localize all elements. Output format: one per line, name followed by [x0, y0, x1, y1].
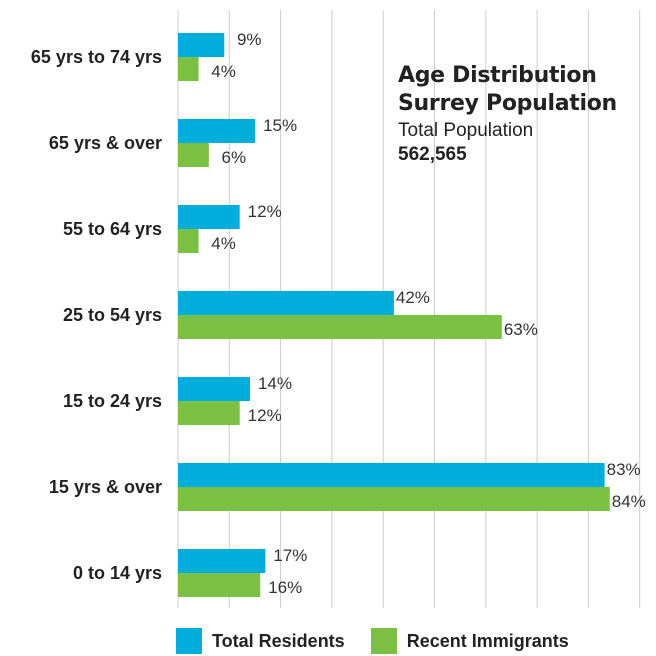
- value-label-total-residents-65-yrs-over: 15%: [263, 116, 297, 135]
- legend-item-recent-immigrants: Recent Immigrants: [370, 628, 569, 654]
- bar-recent-immigrants-15-yrs-over: [178, 487, 610, 511]
- legend: Total Residents Recent Immigrants: [176, 626, 595, 656]
- chart-title-line-2: Surrey Population: [398, 91, 617, 116]
- value-label-recent-immigrants-15-to-24-yrs: 12%: [248, 406, 282, 425]
- bars: [178, 33, 610, 597]
- category-label-65-yrs-over: 65 yrs & over: [49, 133, 162, 153]
- value-label-total-residents-15-yrs-over: 83%: [607, 460, 641, 479]
- chart-title-block: Age Distribution Surrey Population Total…: [398, 62, 648, 167]
- value-label-recent-immigrants-0-to-14-yrs: 16%: [268, 578, 302, 597]
- legend-label-total-residents: Total Residents: [212, 630, 345, 651]
- bar-total-residents-15-yrs-over: [178, 463, 605, 487]
- value-labels: 9%4%15%6%12%4%42%63%14%12%83%84%17%16%: [211, 30, 646, 597]
- legend-swatch-recent-immigrants: [370, 628, 397, 654]
- category-labels: 65 yrs to 74 yrs 65 yrs & over 55 to 64 yr…: [31, 47, 162, 583]
- legend-swatch-total-residents: [176, 628, 202, 654]
- bar-total-residents-65-yrs-over: [178, 119, 256, 143]
- category-label-0-to-14-yrs: 0 to 14 yrs: [73, 563, 162, 583]
- total-population-value: 562,565: [398, 144, 467, 165]
- bar-recent-immigrants-65-yrs-over: [178, 143, 209, 167]
- value-label-total-residents-15-to-24-yrs: 14%: [258, 374, 292, 393]
- bar-total-residents-25-to-54-yrs: [178, 291, 394, 315]
- bar-recent-immigrants-65-yrs-to-74-yrs: [178, 57, 199, 81]
- value-label-total-residents-0-to-14-yrs: 17%: [273, 546, 307, 565]
- value-label-total-residents-55-to-64-yrs: 12%: [248, 202, 282, 221]
- bar-total-residents-15-to-24-yrs: [178, 377, 250, 401]
- category-label-15-yrs-over: 15 yrs & over: [49, 477, 162, 497]
- category-label-25-to-54-yrs: 25 to 54 yrs: [63, 305, 162, 325]
- legend-label-recent-immigrants: Recent Immigrants: [406, 630, 569, 651]
- category-label-55-to-64-yrs: 55 to 64 yrs: [63, 219, 162, 239]
- bar-recent-immigrants-55-to-64-yrs: [178, 229, 199, 253]
- bar-recent-immigrants-15-to-24-yrs: [178, 401, 240, 425]
- legend-item-total-residents: Total Residents: [176, 628, 345, 654]
- value-label-recent-immigrants-55-to-64-yrs: 4%: [211, 234, 236, 253]
- chart-title: Age Distribution: [398, 63, 597, 88]
- value-label-total-residents-25-to-54-yrs: 42%: [396, 288, 430, 307]
- bar-total-residents-0-to-14-yrs: [178, 549, 266, 573]
- bar-total-residents-65-yrs-to-74-yrs: [178, 33, 225, 57]
- value-label-recent-immigrants-65-yrs-over: 6%: [222, 148, 247, 167]
- value-label-total-residents-65-yrs-to-74-yrs: 9%: [237, 30, 262, 49]
- category-label-15-to-24-yrs: 15 to 24 yrs: [63, 391, 162, 411]
- bar-total-residents-55-to-64-yrs: [178, 205, 240, 229]
- bar-recent-immigrants-0-to-14-yrs: [178, 573, 261, 597]
- value-label-recent-immigrants-65-yrs-to-74-yrs: 4%: [211, 62, 236, 81]
- value-label-recent-immigrants-15-yrs-over: 84%: [612, 492, 646, 511]
- bar-recent-immigrants-25-to-54-yrs: [178, 315, 502, 339]
- category-label-65-yrs-to-74-yrs: 65 yrs to 74 yrs: [31, 47, 162, 67]
- value-label-recent-immigrants-25-to-54-yrs: 63%: [504, 320, 538, 339]
- total-population-label: Total Population: [398, 120, 534, 141]
